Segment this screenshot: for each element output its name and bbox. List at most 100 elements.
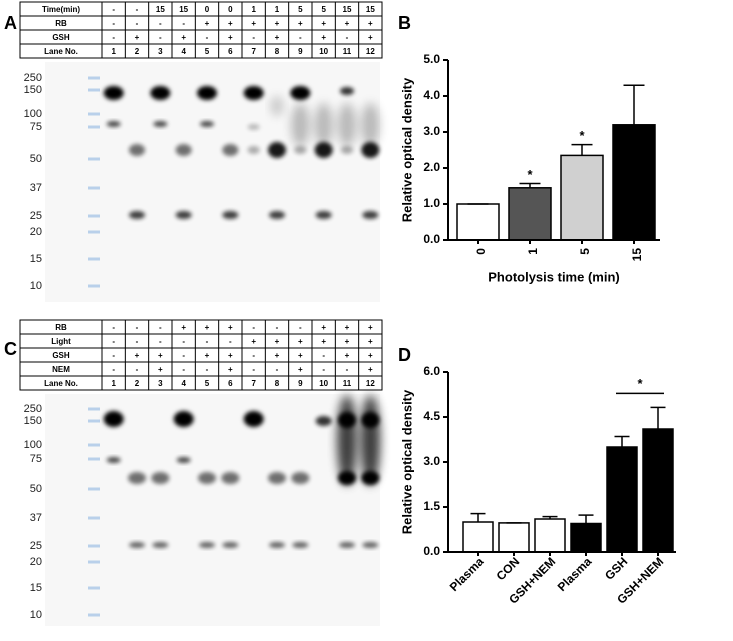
gel-band (247, 146, 260, 154)
ladder-band (88, 284, 100, 288)
table-cell: 6 (228, 379, 233, 388)
table-cell: 9 (298, 47, 303, 56)
table-cell: + (368, 33, 373, 42)
gel-band (247, 124, 260, 130)
table-cell: 1 (111, 47, 116, 56)
ladder-label: 20 (30, 226, 42, 238)
ladder-band (88, 88, 100, 92)
gel-band (176, 457, 191, 463)
gel-band (339, 542, 355, 548)
table-cell: + (158, 351, 163, 360)
significance-mark: * (579, 128, 585, 143)
table-cell: - (182, 351, 185, 360)
table-cell: - (112, 5, 115, 14)
table-cell: + (345, 337, 350, 346)
table-cell: - (252, 365, 255, 374)
table-cell: - (276, 323, 279, 332)
significance-mark: * (527, 167, 533, 182)
gel-band (271, 96, 283, 116)
y-tick-label: 3.0 (423, 454, 440, 468)
table-cell: - (346, 33, 349, 42)
ladder-label: 15 (30, 253, 42, 265)
table-cell: + (135, 33, 140, 42)
table-cell: + (368, 365, 373, 374)
gel-band (269, 542, 285, 548)
table-cell: + (345, 351, 350, 360)
table-cell: 8 (275, 47, 280, 56)
bar (560, 154, 604, 241)
ladder-band (88, 112, 100, 116)
table-cell: + (228, 33, 233, 42)
table-cell: + (181, 33, 186, 42)
ladder-label: 75 (30, 453, 42, 465)
bar (570, 522, 602, 553)
gel-band (200, 121, 214, 127)
gel-band (291, 472, 310, 484)
table-cell: - (112, 19, 115, 28)
table-cell: + (275, 351, 280, 360)
ladder-band (88, 544, 100, 548)
panel-label: C (4, 339, 17, 359)
y-tick-label: 2.0 (423, 160, 440, 174)
table-cell: + (275, 33, 280, 42)
table-cell: + (298, 337, 303, 346)
table-cell: - (182, 365, 185, 374)
table-cell: - (182, 19, 185, 28)
table-cell: GSH (52, 33, 70, 42)
gel-band (315, 211, 332, 219)
table-cell: 11 (343, 379, 352, 388)
comparison-label: * (637, 376, 643, 391)
gel-band (173, 411, 194, 427)
gel-band (291, 103, 310, 147)
ladder-band (88, 419, 100, 423)
table-cell: 7 (251, 379, 256, 388)
table-cell: + (205, 351, 210, 360)
table-cell: - (276, 365, 279, 374)
table-cell: GSH (52, 351, 70, 360)
table-cell: - (136, 5, 139, 14)
bar (456, 203, 500, 241)
table-cell: + (251, 337, 256, 346)
gel-band (361, 103, 380, 147)
table-cell: RB (55, 323, 67, 332)
gel-band (199, 542, 215, 548)
panel-label: B (398, 13, 411, 33)
table-cell: + (298, 351, 303, 360)
ladder-band (88, 443, 100, 447)
ladder-band (88, 407, 100, 411)
ladder-label: 15 (30, 582, 42, 594)
bar (462, 521, 494, 553)
gel-band (362, 542, 379, 548)
table-cell: 15 (366, 5, 375, 14)
gel-band (315, 416, 332, 426)
ladder-band (88, 157, 100, 161)
gel-band (222, 144, 239, 156)
table-cell: - (206, 33, 209, 42)
table-cell: + (298, 365, 303, 374)
table-cell: - (159, 19, 162, 28)
table-cell: 3 (158, 379, 163, 388)
ladder-label: 37 (30, 512, 42, 524)
ladder-label: 75 (30, 121, 42, 133)
gel-band (222, 542, 239, 548)
table-cell: 5 (205, 47, 210, 56)
y-tick-label: 3.0 (423, 124, 440, 138)
ladder-band (88, 560, 100, 564)
y-tick-label: 6.0 (423, 364, 440, 378)
table-cell: + (205, 323, 210, 332)
table-cell: - (112, 351, 115, 360)
y-tick-label: 0.0 (423, 544, 440, 558)
gel-band (341, 146, 353, 154)
table-cell: - (229, 337, 232, 346)
ladder-label: 250 (24, 403, 42, 415)
table-cell: - (136, 337, 139, 346)
table-cell: + (228, 351, 233, 360)
table-cell: + (321, 33, 326, 42)
table-cell: + (345, 323, 350, 332)
table-cell: 10 (319, 47, 328, 56)
bar (498, 522, 530, 553)
gel-band (243, 86, 264, 100)
panel-label: D (398, 345, 411, 365)
ladder-label: 250 (24, 72, 42, 84)
ladder-label: 20 (30, 556, 42, 568)
